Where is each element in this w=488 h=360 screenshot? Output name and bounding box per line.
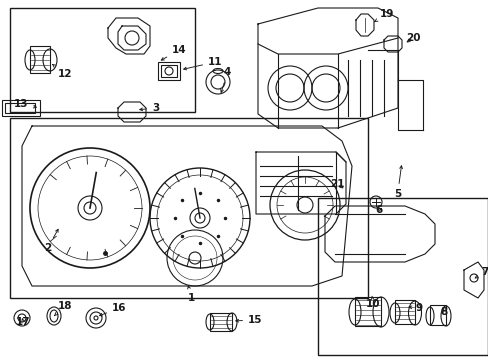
Text: 8: 8: [439, 307, 447, 317]
Bar: [394, 300, 414, 324]
Text: 18: 18: [54, 301, 72, 316]
Bar: [2, 100, 40, 116]
Text: 1: 1: [187, 286, 195, 303]
Text: 13: 13: [14, 99, 36, 109]
Text: 16: 16: [100, 303, 126, 316]
Text: 5: 5: [393, 166, 402, 199]
Text: 10: 10: [365, 296, 380, 309]
Bar: [161, 65, 177, 77]
Text: 15: 15: [235, 315, 262, 325]
Text: 4: 4: [220, 67, 231, 93]
Bar: [30, 46, 50, 73]
Text: 12: 12: [53, 64, 72, 79]
Text: 17: 17: [16, 317, 31, 327]
Text: 11: 11: [183, 57, 222, 70]
Text: 3: 3: [140, 103, 159, 113]
Text: 20: 20: [405, 33, 420, 43]
Bar: [429, 305, 445, 325]
Text: 19: 19: [374, 9, 393, 22]
Text: 7: 7: [474, 267, 488, 278]
Text: 9: 9: [408, 303, 422, 313]
Bar: [158, 62, 180, 80]
Bar: [10, 8, 195, 112]
Text: 21: 21: [329, 179, 344, 189]
Bar: [10, 118, 367, 298]
Text: 2: 2: [44, 229, 58, 253]
Text: 6: 6: [374, 205, 382, 215]
Bar: [354, 297, 380, 326]
Text: 14: 14: [161, 45, 186, 60]
Bar: [5, 103, 35, 113]
Bar: [209, 313, 231, 331]
Bar: [317, 198, 487, 355]
